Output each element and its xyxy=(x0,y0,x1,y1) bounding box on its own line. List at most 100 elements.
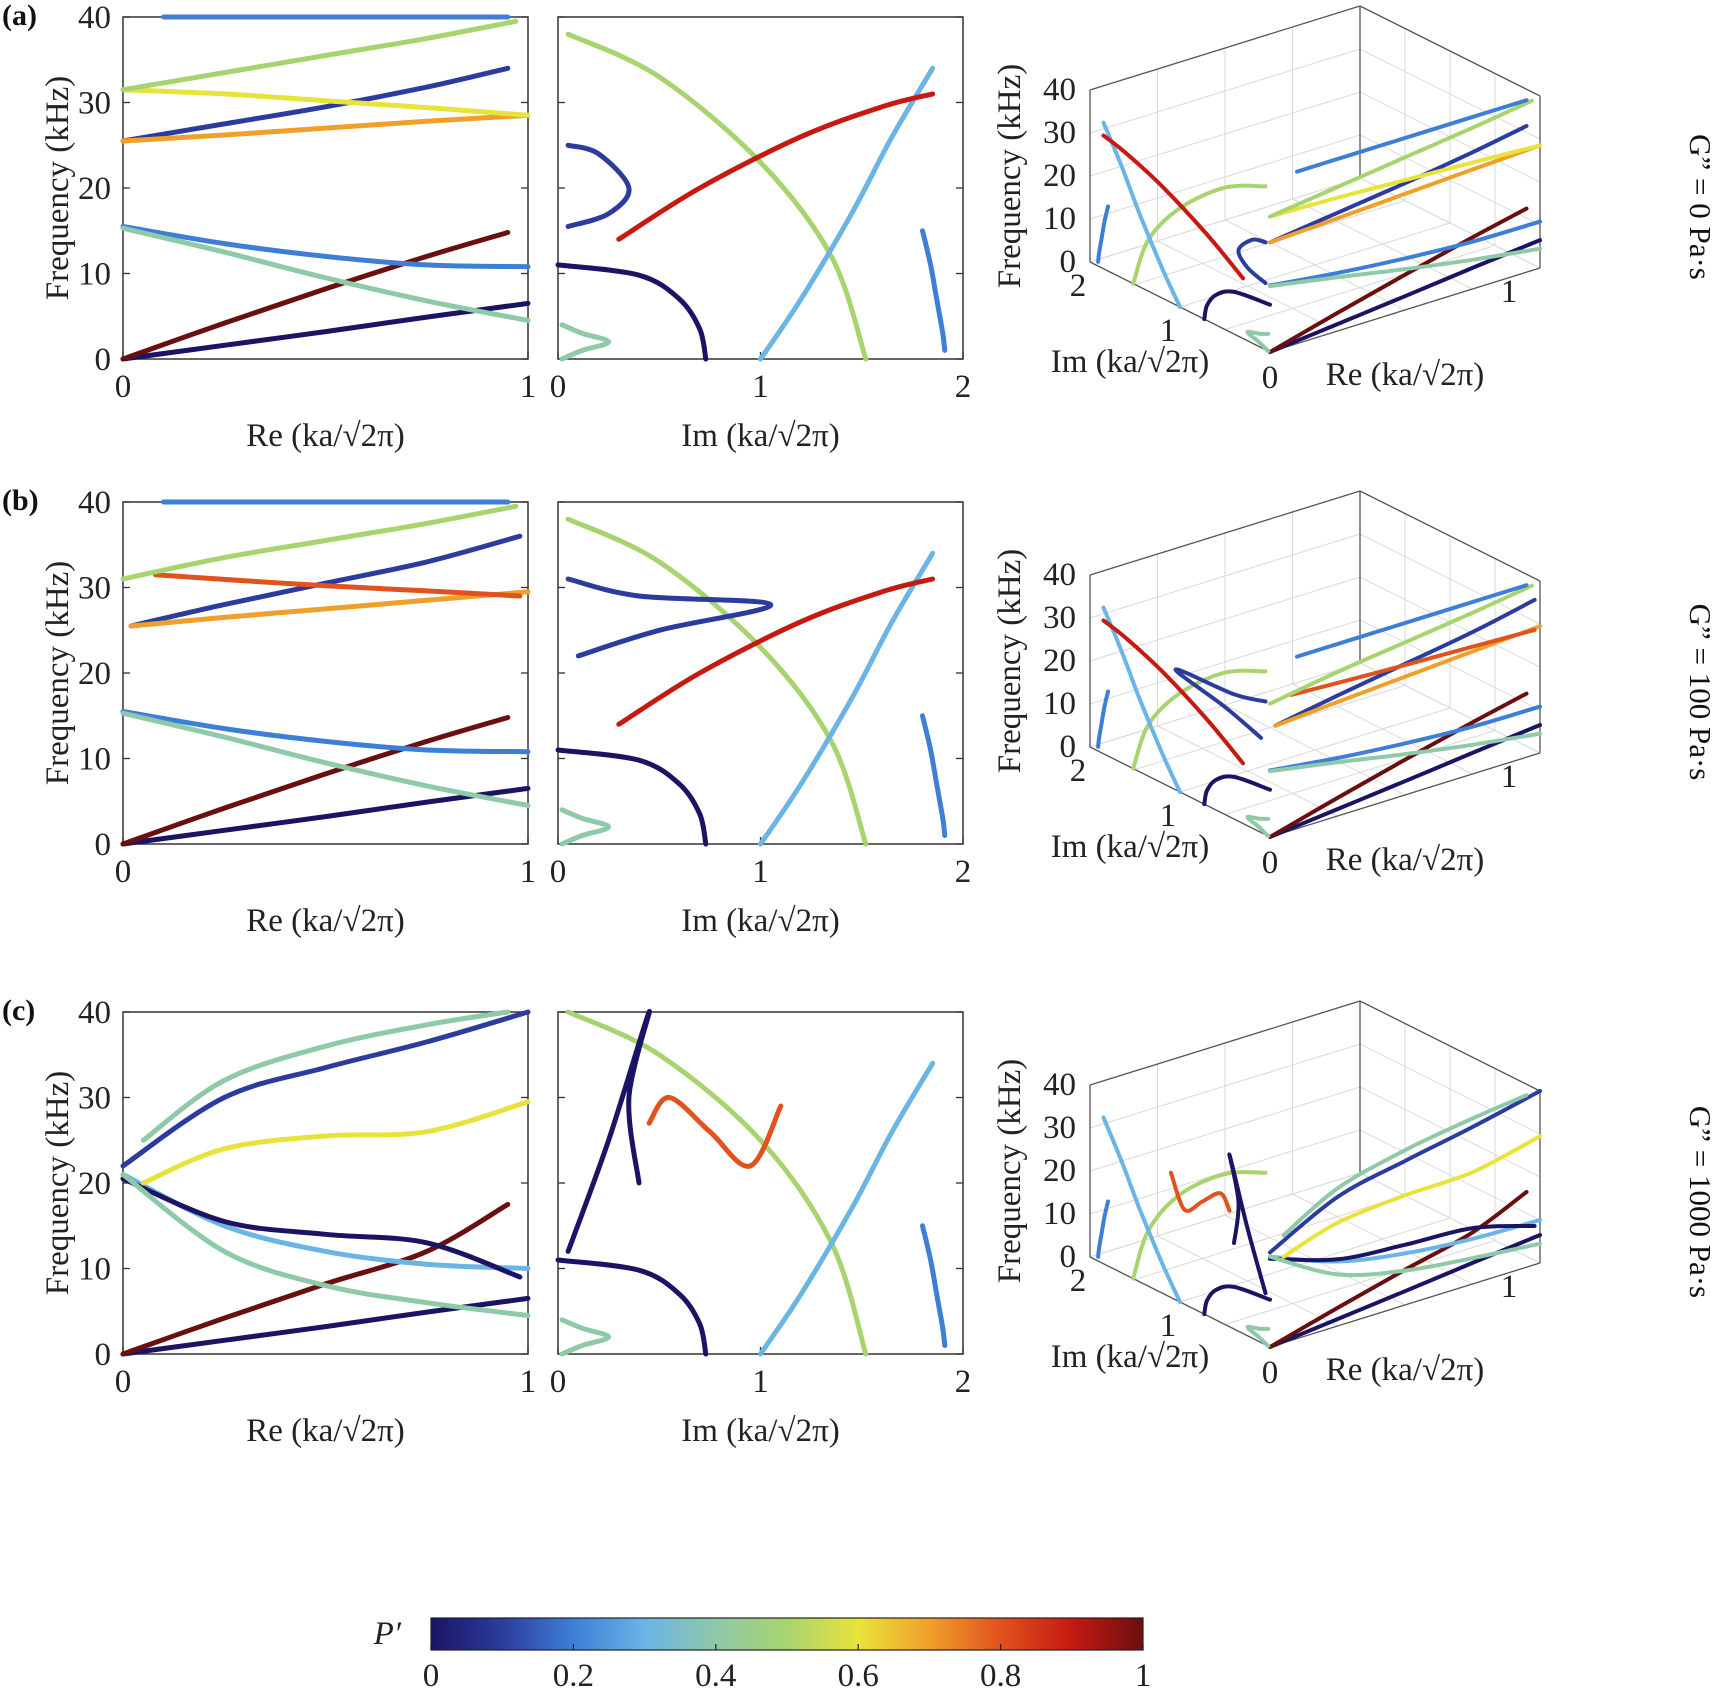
panel-a-3d-re-series-branch-8 xyxy=(1268,98,1534,219)
panel-a-re-xtick-label: 1 xyxy=(520,369,537,405)
panel-c-im-series-loop-1 xyxy=(565,1009,652,1254)
panel-b-re-series-branch-4 xyxy=(120,710,531,808)
panel-c-3d-im-series-loop-1 xyxy=(1227,1152,1268,1296)
panel-b-im-frame xyxy=(557,501,964,845)
panel-a-im-series-evanescent-5 xyxy=(920,228,948,353)
panel-c-re-ytick-label: 0 xyxy=(95,1337,112,1373)
panel-b-im-series-evanescent-2 xyxy=(565,516,869,847)
panel-b-3d-grid xyxy=(1134,685,1406,770)
panel-a-re-ytick-label: 10 xyxy=(78,257,111,293)
panel-b-re-series-branch-3 xyxy=(120,709,531,755)
panel-c-im-series-evanescent-1 xyxy=(555,1257,709,1357)
panel-c-3d-ztick-label: 10 xyxy=(1043,1196,1076,1232)
panel-a-re-xlabel: Re (ka/√2π) xyxy=(246,418,404,454)
panel-c-condition: G” = 1000 Pa·s xyxy=(1683,1106,1718,1298)
panel-a-im-series-evanescent-3 xyxy=(758,65,936,362)
panel-b-3d-zlabel: Frequency (kHz) xyxy=(992,549,1028,774)
panel-c-re-ytick-label: 20 xyxy=(78,1166,111,1202)
panel-b-3d-re-series-branch-6 xyxy=(1273,624,1542,728)
panel-a-im-frame xyxy=(557,16,964,360)
panel-a-3d-imtick-label: 2 xyxy=(1070,268,1087,304)
panel-b-3d-re-series-branch-9 xyxy=(1295,583,1529,659)
panel-b-3d-re-series-branch-8 xyxy=(1268,583,1534,706)
panel-a-3d-relabel: Re (ka/√2π) xyxy=(1326,357,1484,393)
panel-b-3d-imtick-label: 2 xyxy=(1070,753,1087,789)
panel-a-3d-re-series-branch-4 xyxy=(1268,246,1542,289)
panel-a-re-ytick-label: 0 xyxy=(95,342,112,378)
panel-b-im-xtick-label: 1 xyxy=(752,854,769,890)
panel-a-re-series-acoustic-1 xyxy=(120,300,531,362)
panel-a-3d-im-series-evanescent-5 xyxy=(1096,204,1110,264)
panel-b-re-ytick-label: 30 xyxy=(78,571,111,607)
panel-b-3d-retick-label: 0 xyxy=(1262,845,1279,881)
panel-b-3d-im-series-evanescent-2 xyxy=(1131,668,1268,771)
panel-b-re-ylabel: Frequency (kHz) xyxy=(40,561,76,786)
panel-c-3d-relabel: Re (ka/√2π) xyxy=(1326,1352,1484,1388)
panel-a-label: (a) xyxy=(2,0,37,32)
panel-a-3d-box-edge xyxy=(1359,5,1541,97)
panel-a-3d-retick-label: 0 xyxy=(1262,360,1279,396)
panel-a-3d-re-series-branch-7 xyxy=(1268,143,1542,219)
panel-c-3d-grid xyxy=(1134,1195,1406,1280)
panel-b-re-series-branch-8 xyxy=(120,503,519,582)
panel-b-3d-box-edge xyxy=(1359,490,1541,582)
colorbar-tick-label: 0.8 xyxy=(980,1658,1021,1692)
panel-a-re-series-branch-5 xyxy=(120,65,511,144)
panel-a-3d-ztick-label: 40 xyxy=(1043,72,1076,108)
colorbar-tick-label: 1 xyxy=(1135,1658,1152,1692)
panel-b-3d-im-series-loop-1 xyxy=(1173,667,1268,740)
colorbar-gradient xyxy=(430,1617,1144,1651)
panel-c-im-series-evanescent-5 xyxy=(920,1223,948,1348)
panel-c-3d-re-series-branch-4 xyxy=(1268,1223,1537,1263)
panel-b-im-series-evanescent-3 xyxy=(758,550,936,847)
panel-c-re-series-branch-4 xyxy=(120,1176,523,1280)
panel-b-3d-ztick-label: 40 xyxy=(1043,557,1076,593)
panel-b-3d-box-edge xyxy=(1089,490,1361,576)
panel-b-3d-im-series-evanescent-3 xyxy=(1101,605,1182,794)
panel-c-3d-ztick-label: 0 xyxy=(1060,1239,1077,1275)
panel-a-3d-retick-label: 1 xyxy=(1501,274,1518,310)
panel-a-3d-ztick-label: 0 xyxy=(1060,244,1077,280)
panel-b-condition: G” = 100 Pa·s xyxy=(1683,604,1718,781)
panel-a-3d-re-series-branch-3 xyxy=(1268,219,1542,288)
panel-a-re-series-acoustic-2 xyxy=(120,230,511,362)
panel-c-im-xtick-label: 0 xyxy=(550,1364,567,1400)
colorbar: P′ 0 0.2 0.4 0.6 0.8 1 xyxy=(373,1616,1152,1692)
panel-c-re-ylabel: Frequency (kHz) xyxy=(40,1071,76,1296)
panel-a-im-xtick-label: 2 xyxy=(955,369,972,405)
panel-a-3d-box-edge xyxy=(1089,5,1361,91)
panel-a-3d-im-series-loop-2 xyxy=(1245,329,1271,354)
panel-c-3d-im-series-evanescent-3 xyxy=(1101,1115,1182,1304)
panel-b-im-series-evanescent-1 xyxy=(555,747,709,847)
panel-c-im-xtick-label: 2 xyxy=(955,1364,972,1400)
panel-b-re-series-branch-6 xyxy=(128,589,531,629)
panel-a-3d-ztick-label: 20 xyxy=(1043,158,1076,194)
panel-c-re-series-acoustic-2 xyxy=(120,1201,511,1357)
panel-b-im-series-loop-2 xyxy=(559,807,612,847)
panel-b-re-series-branch-5 xyxy=(128,533,523,629)
panel-b-3d-im-series-evanescent-4 xyxy=(1101,618,1245,766)
panel-b-re-xlabel: Re (ka/√2π) xyxy=(246,903,404,939)
panel-c-3d-im-series-evanescent-2 xyxy=(1131,1170,1268,1281)
panel-b-re-ytick-label: 0 xyxy=(95,827,112,863)
panel-c-3d-im-series-loop-2 xyxy=(1245,1324,1271,1349)
panel-b-re-ytick-label: 20 xyxy=(78,656,111,692)
panel-c-re-frame xyxy=(122,1011,529,1355)
panel-a-3d-box-edge xyxy=(1269,267,1541,353)
colorbar-label: P′ xyxy=(373,1616,402,1652)
panel-c-label: (c) xyxy=(2,994,35,1027)
panel-b-3d-imtick-label: 1 xyxy=(1160,798,1177,834)
panel-c-3d-retick-label: 1 xyxy=(1501,1269,1518,1305)
panel-a-im-series-evanescent-1 xyxy=(555,262,709,362)
panel-b-3d-re-series-branch-7 xyxy=(1289,628,1537,697)
panel-b-re-series-acoustic-2 xyxy=(120,715,511,847)
panel-a-3d-re-series-branch-5 xyxy=(1268,124,1529,245)
panel-a-re-series-branch-6 xyxy=(120,112,531,144)
panel-c-3d-zlabel: Frequency (kHz) xyxy=(992,1059,1028,1284)
panel-b-3d-re-series-branch-3 xyxy=(1268,704,1542,773)
panel-b-3d-re-series-acoustic-2 xyxy=(1268,691,1529,839)
panel-b-im-series-loop-1 xyxy=(565,576,774,659)
panel-c-re-series-branch-5 xyxy=(120,1009,531,1169)
panel-b-3d-relabel: Re (ka/√2π) xyxy=(1326,842,1484,878)
